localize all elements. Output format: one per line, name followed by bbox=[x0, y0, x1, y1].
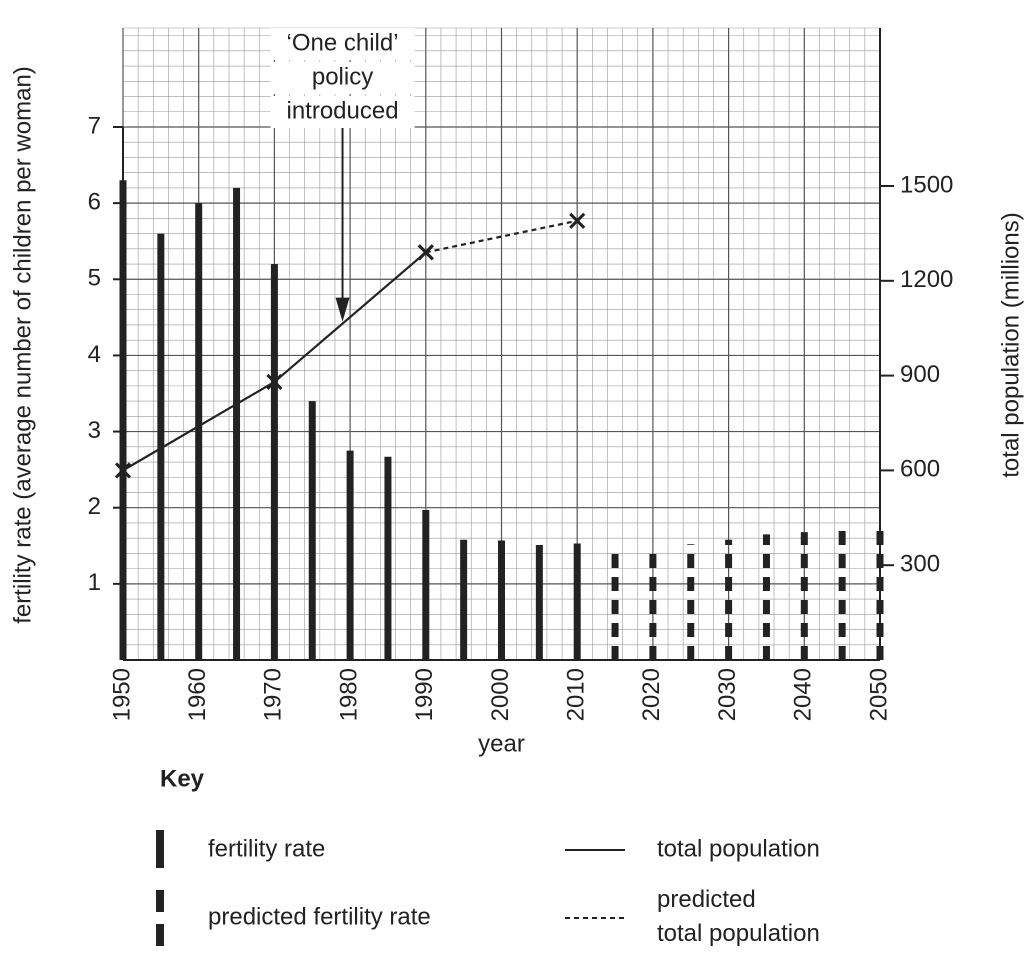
x-tick-label: 1960 bbox=[184, 668, 211, 721]
x-tick-label: 1970 bbox=[260, 668, 287, 721]
point-marker bbox=[114, 462, 132, 479]
y2-tick-label: 900 bbox=[900, 361, 940, 388]
x-tick-label: 2010 bbox=[563, 668, 590, 721]
y-tick-label: 7 bbox=[88, 112, 101, 139]
x-tick-label: 1950 bbox=[108, 668, 135, 721]
x-tick-label: 1980 bbox=[335, 668, 362, 721]
annotation-bg bbox=[270, 62, 415, 94]
legend-label: predicted fertility rate bbox=[208, 903, 431, 930]
x-tick-label: 2020 bbox=[638, 668, 665, 721]
annotation-bg bbox=[270, 96, 415, 128]
y2-tick-label: 300 bbox=[900, 551, 940, 578]
point-marker bbox=[266, 373, 283, 390]
y-tick-label: 1 bbox=[88, 569, 101, 596]
x-axis-label: year bbox=[478, 730, 525, 757]
y-tick-label: 5 bbox=[88, 265, 101, 292]
annotation-text: introduced bbox=[286, 97, 398, 124]
y2-axis-label: total population (millions) bbox=[997, 212, 1024, 477]
annotation-arrowhead bbox=[335, 297, 350, 322]
y-tick-label: 3 bbox=[88, 417, 101, 444]
x-tick-label: 1990 bbox=[411, 668, 438, 721]
y2-tick-label: 1500 bbox=[900, 171, 953, 198]
y-tick-label: 2 bbox=[88, 493, 101, 520]
y-tick-label: 4 bbox=[88, 341, 101, 368]
x-tick-label: 2000 bbox=[487, 668, 514, 721]
point-marker bbox=[417, 244, 434, 261]
legend-title: Key bbox=[160, 765, 205, 792]
legend-label: predicted total population bbox=[657, 886, 820, 947]
point-marker bbox=[569, 212, 586, 229]
legend-label: total population bbox=[657, 835, 820, 862]
x-tick-label: 2030 bbox=[714, 668, 741, 721]
legend-label-line: predicted bbox=[657, 886, 756, 913]
annotation-text: ‘One child’ bbox=[286, 29, 398, 56]
y-axis-label: fertility rate (average number of childr… bbox=[9, 66, 36, 624]
y2-tick-label: 1200 bbox=[900, 266, 953, 293]
legend-label-line: total population bbox=[657, 920, 820, 947]
y2-tick-label: 600 bbox=[900, 456, 940, 483]
line bbox=[425, 219, 578, 254]
x-tick-label: 2040 bbox=[790, 668, 817, 721]
x-tick-label: 2050 bbox=[865, 668, 892, 721]
legend-label: fertility rate bbox=[208, 835, 325, 862]
annotation-text: policy bbox=[312, 63, 373, 90]
y-tick-label: 6 bbox=[88, 188, 101, 215]
annotation-bg bbox=[270, 28, 415, 60]
